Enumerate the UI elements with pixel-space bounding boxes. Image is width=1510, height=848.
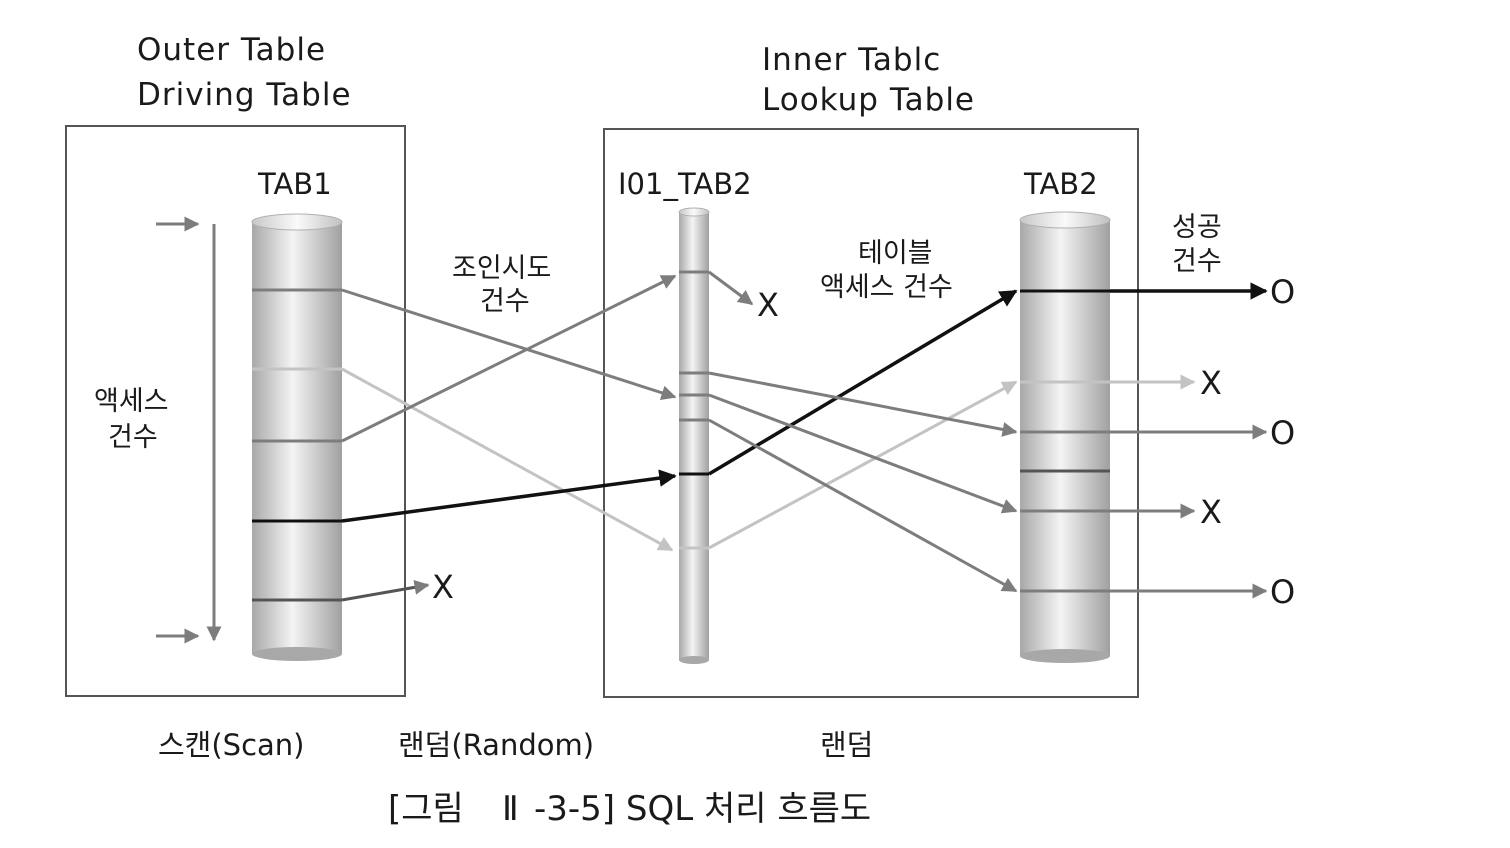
result-marker-4: X (1200, 493, 1222, 531)
tab2-cylinder (1019, 211, 1111, 663)
result-marker-3: O (1270, 414, 1295, 452)
index-reject-marker: X (757, 286, 779, 324)
result-marker-5: O (1270, 573, 1295, 611)
join-attempt-label-2: 건수 (480, 286, 530, 317)
lookup-table-label: Lookup Table (762, 82, 975, 118)
tab1-reject-marker: X (432, 568, 454, 606)
inner-table-label: Inner Tablc (762, 42, 941, 78)
caption-suffix: -3-5] SQL 처리 흐름도 (534, 789, 871, 829)
tab1-label: TAB1 (257, 167, 332, 201)
caption-prefix: [그림 (388, 789, 464, 829)
scan-label: 스캔(Scan) (158, 728, 305, 762)
tab1-cylinder (251, 213, 343, 661)
result-marker-2: X (1200, 364, 1222, 402)
lookup-arrow-success (708, 289, 1018, 476)
index-cylinder (678, 207, 710, 664)
table-access-label-2: 액세스 건수 (820, 272, 953, 303)
access-count-label-1: 액세스 (94, 386, 169, 417)
join-arrow-row2 (341, 367, 674, 552)
join-arrow-row1 (341, 288, 677, 401)
result-marker-1: O (1270, 273, 1295, 311)
success-count-label-2: 건수 (1172, 246, 1222, 277)
random-label-2: 랜덤 (820, 728, 873, 762)
driving-table-label: Driving Table (137, 77, 352, 113)
caption-numeral: Ⅱ (502, 789, 519, 829)
index-label: I01_TAB2 (618, 167, 752, 201)
figure-caption: [그림 Ⅱ -3-5] SQL 처리 흐름도 (388, 789, 871, 829)
join-attempt-label-1: 조인시도 (452, 253, 551, 284)
join-arrow-row4 (341, 469, 677, 523)
success-count-label-1: 성공 (1172, 212, 1222, 243)
table-access-label-1: 테이블 (858, 238, 933, 269)
index-reject-arrow (708, 270, 754, 306)
scan-range-indicator (156, 216, 222, 644)
access-count-label-2: 건수 (108, 422, 158, 453)
lookup-arrow-light (708, 380, 1018, 550)
lookup-arrow-entry3 (708, 393, 1018, 514)
lookup-arrow-entry2 (708, 371, 1018, 437)
inner-table-box (603, 128, 1139, 698)
outer-table-label: Outer Table (137, 32, 326, 68)
tab2-label: TAB2 (1023, 167, 1098, 201)
join-arrow-row3 (341, 274, 677, 443)
lookup-arrow-entry4 (708, 418, 1018, 593)
random-label-1: 랜덤(Random) (398, 728, 594, 762)
tab1-reject-arrow (341, 579, 430, 602)
